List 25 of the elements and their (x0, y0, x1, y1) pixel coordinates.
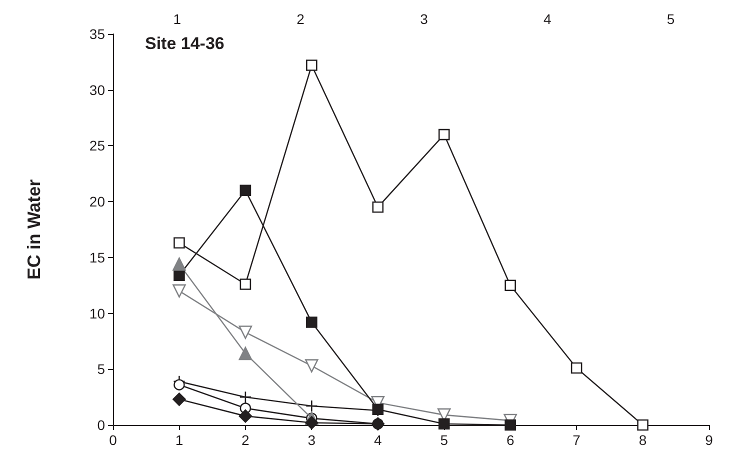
x-tick-label: 1 (175, 432, 184, 448)
y-axis-title: EC in Water (24, 179, 44, 280)
x2-tick-label: 1 (173, 11, 182, 27)
y-tick-label: 5 (97, 361, 106, 378)
y-tick-label: 0 (97, 417, 106, 433)
x2-tick-label: 2 (296, 11, 305, 27)
x-tick-label: 7 (572, 432, 581, 448)
y-tick-label: 10 (89, 305, 106, 322)
y-tick-label: 35 (89, 26, 106, 42)
chart-title: Site 14-36 (145, 34, 224, 53)
x-tick-label: 2 (242, 432, 250, 448)
y-tick-label: 15 (89, 249, 106, 266)
x2-tick-label: 3 (420, 11, 428, 27)
x-tick-label: 5 (440, 432, 448, 448)
x2-tick-label: 5 (666, 11, 675, 27)
x-tick-label: 0 (109, 432, 118, 448)
y-tick-label: 25 (89, 138, 106, 154)
x-tick-label: 8 (638, 432, 647, 448)
x-tick-label: 3 (308, 432, 316, 448)
x2-tick-label: 4 (543, 11, 552, 27)
x-tick-label: 4 (374, 432, 382, 448)
y-tick-label: 20 (89, 194, 106, 210)
x-tick-label: 6 (506, 432, 514, 448)
x-tick-label: 9 (705, 432, 714, 448)
y-tick-label: 30 (89, 82, 106, 98)
